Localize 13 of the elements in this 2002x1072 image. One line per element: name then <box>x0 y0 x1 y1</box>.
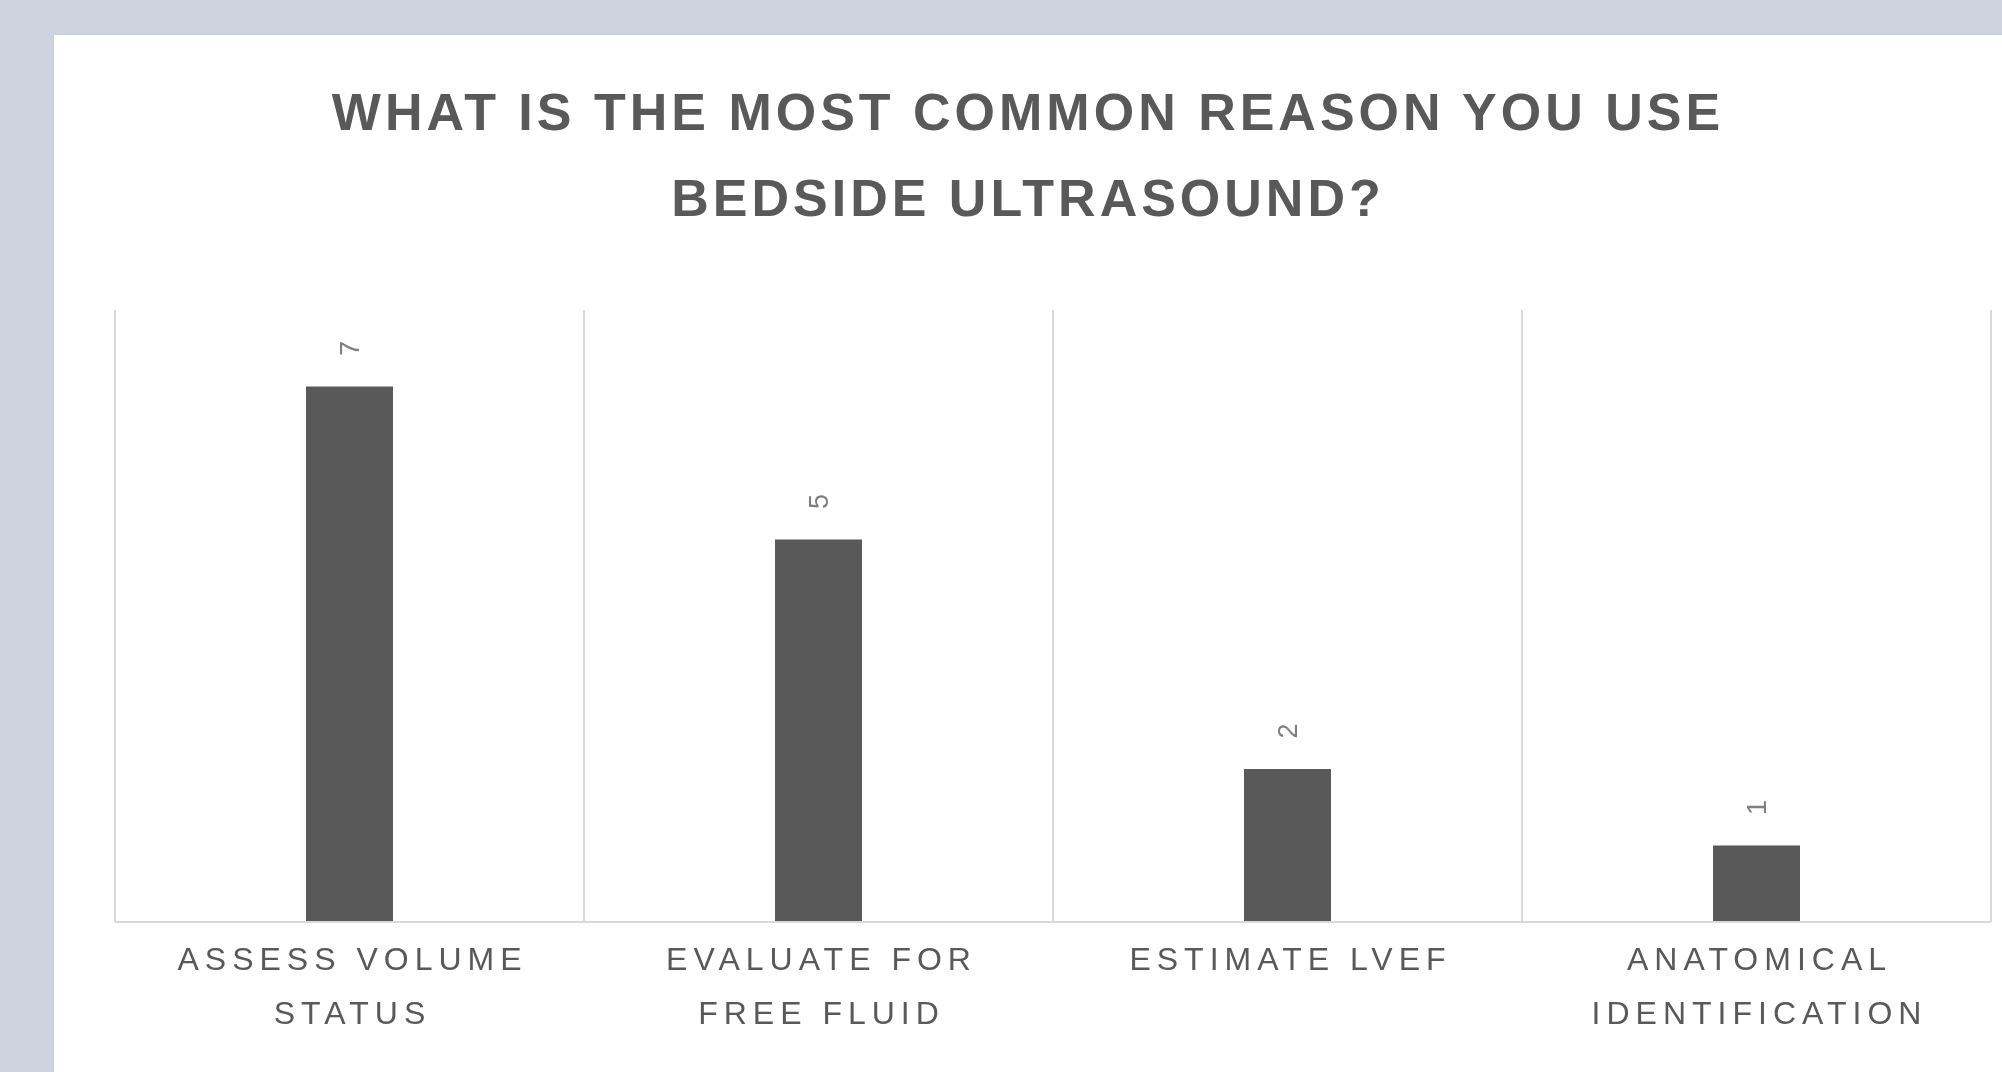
data-label: 7 <box>334 340 365 357</box>
x-tick-label: ANATOMICAL IDENTIFICATION <box>1591 941 1928 1031</box>
chart-title: WHAT IS THE MOST COMMON REASON YOU USE BEDSIDE ULTRASOUND? <box>330 82 1726 229</box>
x-tick-label: ASSESS VOLUME STATUS <box>177 941 528 1031</box>
bar <box>1244 769 1331 922</box>
x-tick-label: EVALUATE FOR FREE FLUID <box>666 941 977 1031</box>
bar <box>775 539 862 922</box>
bar <box>306 386 393 922</box>
data-label: 2 <box>1272 723 1303 739</box>
bar <box>1713 845 1800 922</box>
data-label: 5 <box>803 493 834 510</box>
x-tick-label: ESTIMATE LVEF <box>1129 941 1452 977</box>
data-label: 1 <box>1741 799 1772 816</box>
